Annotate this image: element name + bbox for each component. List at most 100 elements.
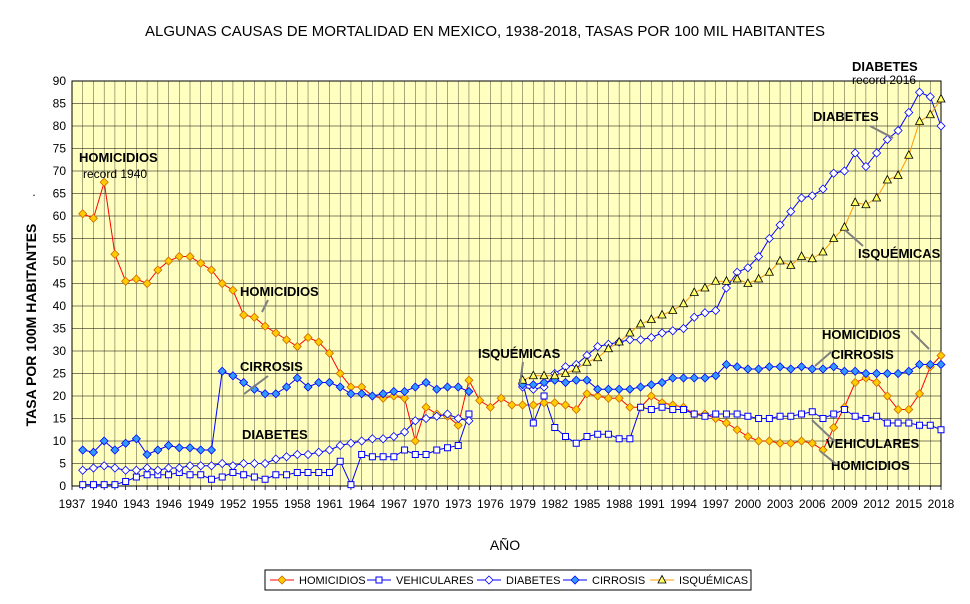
data-point-cirrosis bbox=[528, 380, 538, 390]
data-point-homicidios bbox=[582, 389, 592, 399]
data-point-vehiculares bbox=[658, 403, 666, 411]
data-point-vehiculares bbox=[325, 469, 333, 476]
data-point-vehiculares bbox=[840, 406, 848, 413]
data-point-diabetes bbox=[657, 328, 667, 338]
data-point-cirrosis bbox=[335, 382, 345, 392]
data-point-isqumicas bbox=[904, 149, 914, 159]
annotation-label: ISQUÉMICAS bbox=[478, 346, 561, 361]
x-tick-label: 2006 bbox=[799, 497, 826, 511]
axes: 0 5 10 15 20 25 30 35 40 45 50 55 60 65 70 75 80 85 90 1937… bbox=[32, 74, 954, 511]
x-tick-label: 2012 bbox=[863, 497, 890, 511]
legend-label-homicidios: HOMICIDIOS bbox=[299, 575, 366, 587]
data-point-isqumicas bbox=[539, 370, 549, 380]
data-point-cirrosis bbox=[625, 384, 635, 394]
data-point-isqumicas bbox=[743, 278, 753, 287]
data-point-vehiculares bbox=[583, 433, 591, 440]
data-point-cirrosis bbox=[925, 359, 935, 370]
data-point-vehiculares bbox=[89, 481, 97, 489]
data-point-homicidios bbox=[228, 285, 238, 295]
data-point-isqumicas bbox=[560, 368, 571, 377]
data-point-diabetes bbox=[324, 445, 335, 455]
data-point-homicidios bbox=[292, 341, 302, 352]
data-point-homicidios bbox=[249, 312, 259, 322]
data-point-vehiculares bbox=[186, 471, 194, 479]
annotation-label: ISQUÉMICAS bbox=[858, 246, 941, 261]
data-point-vehiculares bbox=[304, 469, 312, 476]
x-tick-label: 1985 bbox=[574, 497, 601, 511]
series-line-cirrosis bbox=[522, 363, 941, 390]
data-point-cirrosis bbox=[593, 384, 603, 394]
data-point-cirrosis bbox=[614, 384, 624, 394]
data-point-cirrosis bbox=[421, 377, 431, 388]
data-point-homicidios bbox=[936, 350, 946, 361]
data-point-isqumicas bbox=[711, 275, 721, 285]
data-point-vehiculares bbox=[894, 419, 902, 427]
data-point-cirrosis bbox=[378, 389, 388, 399]
data-point-homicidios bbox=[603, 393, 613, 403]
chart-title: ALGUNAS CAUSAS DE MORTALIDAD EN MEXICO, … bbox=[145, 23, 825, 40]
data-point-diabetes bbox=[668, 326, 678, 336]
data-point-vehiculares bbox=[626, 435, 634, 443]
data-point-diabetes bbox=[432, 411, 442, 421]
data-point-diabetes bbox=[625, 335, 635, 345]
data-point-homicidios bbox=[764, 436, 774, 446]
series-line-vehiculares bbox=[522, 382, 942, 444]
data-point-diabetes bbox=[850, 148, 860, 158]
data-point-vehiculares bbox=[669, 406, 677, 413]
data-point-cirrosis bbox=[571, 375, 581, 385]
data-point-cirrosis bbox=[196, 445, 206, 455]
data-point-homicidios bbox=[400, 393, 410, 403]
data-point-homicidios bbox=[314, 337, 324, 347]
data-point-cirrosis bbox=[271, 389, 281, 399]
y-tick-label: 75 bbox=[53, 142, 67, 156]
data-point-vehiculares bbox=[722, 410, 730, 418]
data-point-cirrosis bbox=[839, 366, 850, 376]
data-point-diabetes bbox=[882, 134, 892, 145]
data-point-homicidios bbox=[485, 402, 495, 412]
y-tick-label: 70 bbox=[53, 164, 67, 178]
data-point-isqumicas bbox=[775, 255, 785, 265]
data-point-homicidios bbox=[539, 398, 549, 408]
y-tick-label: 5 bbox=[59, 457, 66, 471]
data-point-homicidios bbox=[110, 249, 120, 259]
data-point-cirrosis bbox=[560, 377, 571, 388]
annotation-label: HOMICIDIOS bbox=[240, 284, 319, 299]
data-point-cirrosis bbox=[357, 389, 367, 399]
data-point-diabetes bbox=[110, 463, 120, 473]
data-point-cirrosis bbox=[442, 382, 453, 392]
x-tick-label: 1937 bbox=[59, 497, 86, 511]
data-point-vehiculares bbox=[143, 471, 151, 479]
data-point-isqumicas bbox=[839, 221, 850, 231]
x-tick-label: 2009 bbox=[831, 497, 858, 511]
annotation-label: HOMICIDIOS bbox=[831, 458, 910, 473]
data-point-vehiculares bbox=[937, 426, 945, 434]
data-point-vehiculares bbox=[551, 424, 559, 431]
data-point-diabetes bbox=[796, 193, 807, 203]
data-point-homicidios bbox=[732, 425, 742, 435]
data-point-vehiculares bbox=[830, 410, 838, 418]
data-point-diabetes bbox=[646, 332, 656, 343]
y-tick-label: 10 bbox=[53, 434, 67, 448]
data-point-vehiculares bbox=[165, 471, 173, 479]
data-point-vehiculares bbox=[315, 469, 323, 476]
data-point-cirrosis bbox=[88, 447, 99, 457]
data-point-diabetes bbox=[346, 438, 356, 448]
annotation-label: CIRROSIS bbox=[240, 359, 303, 374]
data-point-diabetes bbox=[249, 458, 259, 469]
data-point-diabetes bbox=[142, 463, 152, 473]
data-point-homicidios bbox=[829, 422, 839, 433]
data-point-diabetes bbox=[99, 461, 109, 471]
data-point-cirrosis bbox=[721, 359, 731, 370]
y-tick-label: 30 bbox=[53, 344, 67, 358]
data-point-cirrosis bbox=[668, 373, 678, 383]
data-point-homicidios bbox=[88, 213, 99, 223]
data-point-isqumicas bbox=[614, 336, 624, 346]
data-point-cirrosis bbox=[689, 373, 699, 383]
y-tick-label: 55 bbox=[53, 232, 67, 246]
data-point-homicidios bbox=[271, 328, 281, 338]
data-point-isqumicas bbox=[753, 273, 764, 283]
legend-label-cirrosis: CIRROSIS bbox=[592, 575, 645, 587]
data-point-cirrosis bbox=[754, 364, 764, 374]
data-point-isqumicas bbox=[936, 93, 946, 103]
